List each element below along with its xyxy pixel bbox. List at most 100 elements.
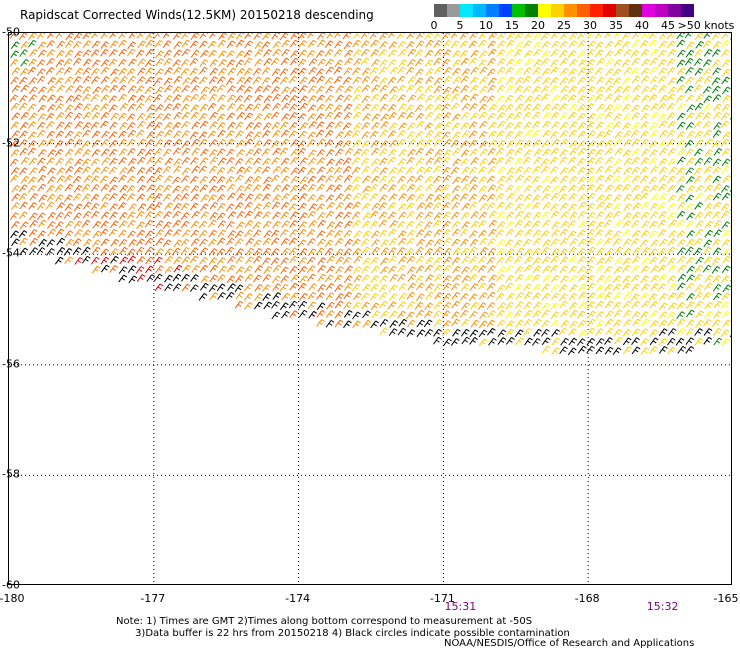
wind-barb-flag — [706, 71, 710, 75]
wind-barb-flag — [662, 201, 667, 205]
wind-barb-flag — [652, 125, 656, 129]
wind-barb — [415, 131, 421, 139]
wind-barb — [398, 103, 405, 111]
wind-barb-flag — [202, 134, 206, 138]
wind-barb-flag — [606, 132, 611, 136]
wind-barb-flag — [124, 184, 129, 188]
wind-barb-flag — [466, 166, 470, 170]
wind-barb-flag — [564, 77, 569, 81]
wind-barb — [433, 139, 440, 147]
wind-barb-flag — [286, 175, 290, 179]
wind-barb — [73, 212, 79, 221]
wind-barb-flag — [509, 94, 514, 98]
wind-barb — [533, 156, 540, 165]
wind-barb — [577, 50, 584, 58]
wind-barb-flag — [203, 214, 208, 218]
wind-barb-flag — [178, 75, 183, 79]
wind-barb-flag — [571, 168, 575, 172]
wind-barb — [234, 95, 241, 103]
wind-barb-flag — [583, 147, 587, 151]
wind-barb-flag — [372, 133, 377, 137]
wind-barb — [263, 49, 269, 57]
wind-barb-flag — [409, 159, 413, 163]
wind-barb-flag — [438, 85, 443, 89]
wind-barb — [587, 140, 594, 149]
wind-barb-flag — [598, 44, 602, 48]
wind-barb-flag — [22, 214, 26, 218]
wind-barb — [668, 86, 674, 95]
wind-barb-flag — [590, 151, 595, 155]
wind-barb-flag — [256, 124, 260, 128]
wind-barb-flag — [229, 62, 234, 66]
wind-barb-flag — [421, 166, 426, 170]
wind-barb-flag — [313, 76, 317, 80]
wind-barb — [154, 113, 161, 121]
wind-barb-flag — [130, 178, 134, 182]
wind-barb — [163, 184, 169, 193]
wind-barb-flag — [466, 111, 470, 115]
wind-barb — [9, 94, 16, 103]
wind-barb-flag — [178, 111, 183, 115]
wind-barb — [713, 103, 720, 112]
wind-barb-flag — [420, 193, 425, 197]
wind-barb — [461, 103, 468, 111]
wind-barb-flag — [106, 85, 110, 88]
wind-barb-flag — [338, 97, 342, 101]
wind-barb-flag — [338, 104, 343, 108]
wind-barb-flag — [210, 133, 215, 137]
wind-barb-flag — [329, 205, 333, 208]
wind-barb-flag — [112, 179, 117, 183]
wind-barb-flag — [493, 104, 498, 107]
wind-barb-flag — [158, 201, 163, 205]
wind-map-plot[interactable] — [8, 32, 732, 585]
wind-barb — [36, 157, 43, 166]
wind-barb — [378, 202, 385, 211]
wind-barb — [362, 113, 369, 121]
wind-barb-flag — [14, 170, 18, 173]
wind-barb-flag — [572, 35, 577, 38]
wind-barb-flag — [501, 95, 505, 99]
wind-barb-flag — [392, 170, 396, 173]
wind-barb — [542, 185, 549, 194]
wind-barb-flag — [538, 184, 543, 188]
wind-barb-flag — [698, 43, 703, 47]
wind-barb-flag — [690, 167, 695, 171]
wind-barb — [559, 202, 566, 211]
wind-barb-flag — [192, 134, 197, 138]
wind-barb — [136, 95, 143, 103]
wind-barb-flag — [727, 175, 731, 178]
wind-barb-flag — [274, 79, 279, 83]
wind-barb-flag — [483, 194, 488, 198]
wind-barb-flag — [149, 134, 154, 137]
wind-barb — [542, 175, 549, 184]
wind-barb — [685, 194, 692, 203]
wind-barb-flag — [285, 121, 289, 125]
wind-barb-flag — [364, 134, 369, 138]
wind-barb-flag — [456, 194, 461, 197]
wind-barb — [342, 140, 349, 148]
wind-barb-flag — [232, 121, 236, 125]
wind-barb-flag — [286, 39, 291, 43]
wind-barb-flag — [78, 131, 83, 135]
wind-barb-flag — [229, 141, 233, 145]
wind-barb — [513, 185, 520, 194]
wind-barb-flag — [465, 75, 470, 79]
wind-barb-flag — [507, 97, 512, 101]
wind-barb-flag — [276, 111, 280, 115]
wind-barb-flag — [484, 66, 488, 70]
wind-barb-flag — [43, 139, 47, 143]
wind-barb-flag — [474, 93, 479, 97]
wind-barb-flag — [257, 169, 261, 173]
wind-barb — [415, 157, 422, 166]
wind-barb — [11, 85, 18, 93]
wind-barb — [407, 149, 414, 157]
wind-barb-flag — [157, 177, 162, 181]
wind-barb — [164, 175, 170, 184]
wind-barb — [387, 176, 394, 184]
wind-barb-flag — [59, 115, 63, 118]
wind-barb-flag — [519, 166, 524, 170]
wind-barb-flag — [340, 85, 344, 89]
wind-barb-flag — [402, 158, 407, 161]
wind-barb — [414, 175, 421, 183]
wind-barb-flag — [330, 94, 334, 98]
